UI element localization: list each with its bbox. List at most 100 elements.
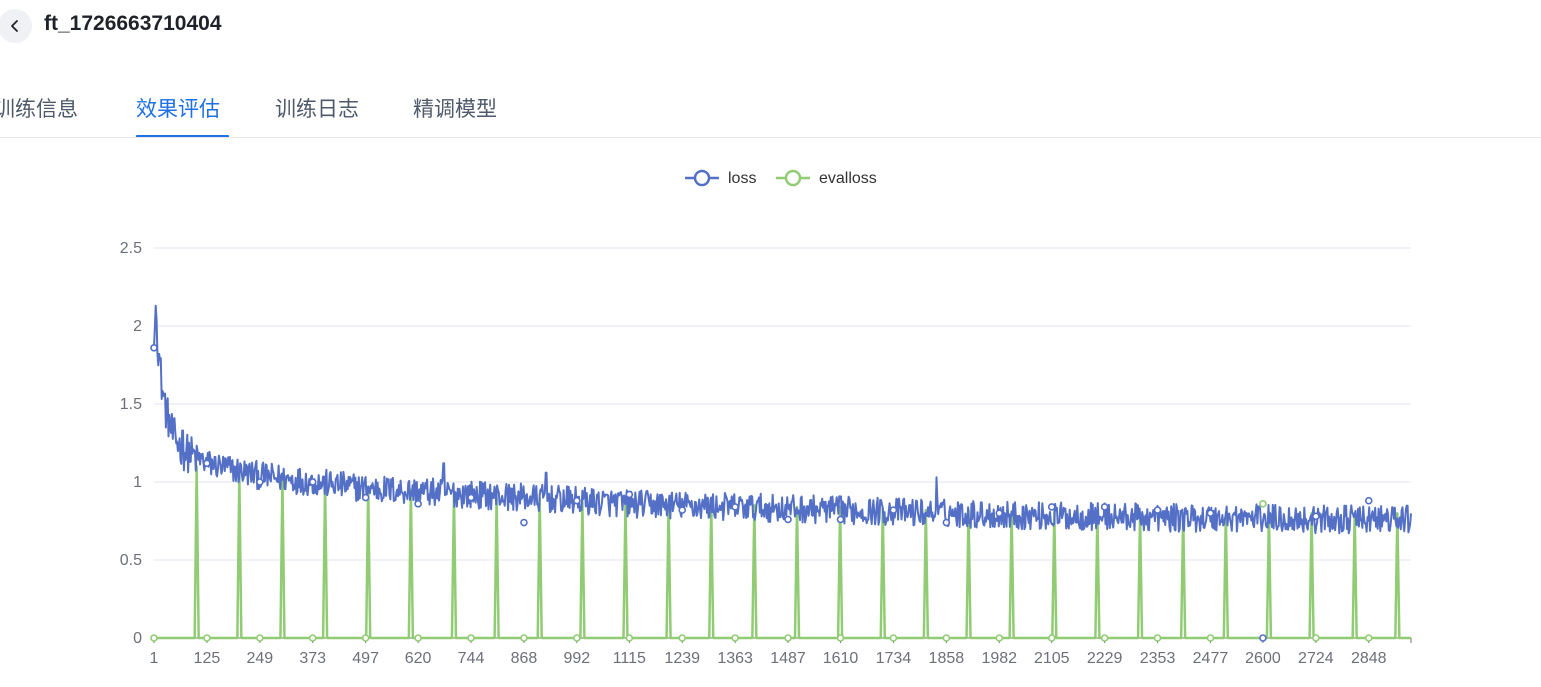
loss-point (678, 506, 687, 514)
y-tick-label: 1.5 (120, 396, 142, 413)
tab-bar: 训练信息 效果评估 训练日志 精调模型 (0, 80, 1541, 138)
legend-label-loss: loss (728, 170, 756, 187)
evalloss-point (308, 634, 317, 642)
evalloss-point (625, 634, 634, 642)
tab-tuned-model[interactable]: 精调模型 (413, 97, 497, 121)
loss-point (256, 478, 264, 486)
evalloss-point (1364, 634, 1373, 642)
evalloss-point (520, 634, 528, 642)
loss-point (1100, 503, 1109, 511)
loss-point (731, 503, 739, 511)
x-tick-label: 2477 (1193, 650, 1229, 667)
evalloss-point (889, 634, 898, 642)
y-tick-label: 0.5 (120, 552, 142, 569)
x-tick-label: 1239 (664, 650, 700, 667)
evalloss-point (361, 634, 370, 642)
legend-label-evalloss: evalloss (819, 170, 877, 187)
evalloss-point (784, 634, 792, 642)
loss-point (1206, 509, 1215, 518)
loss-chart: loss evalloss 0 0.5 1 1.5 2 2.5 1 125 249 373 497… (120, 169, 1412, 667)
loss-line (153, 304, 1412, 535)
x-tick-label: 868 (511, 650, 538, 667)
x-tick-label: 992 (563, 650, 590, 667)
loss-point (308, 478, 317, 486)
loss-point (942, 518, 951, 527)
evalloss-point (1206, 634, 1215, 642)
loss-point (1259, 634, 1267, 642)
x-tick-label: 1487 (770, 650, 806, 667)
loss-point (1153, 506, 1162, 514)
loss-point (1312, 512, 1320, 521)
x-tick-label: 1 (150, 650, 159, 667)
evalloss-point (467, 634, 475, 642)
evalloss-point (942, 634, 951, 642)
evalloss-point (1259, 500, 1267, 508)
x-tick-label: 1363 (717, 650, 753, 667)
tab-training-log[interactable]: 训练日志 (275, 97, 359, 121)
loss-point (520, 518, 528, 527)
loss-point (414, 500, 422, 508)
loss-point (784, 515, 792, 524)
page-header: ft_1726663710404 (0, 0, 1541, 60)
page-title: ft_1726663710404 (44, 12, 222, 35)
evalloss-point (573, 634, 581, 642)
loss-point (625, 490, 634, 499)
x-tick-label: 2724 (1298, 650, 1334, 667)
y-tick-label: 1 (133, 474, 142, 491)
loss-point (467, 493, 475, 502)
evalloss-point (678, 634, 687, 642)
x-tick-label: 1982 (981, 650, 1017, 667)
series-markers (150, 344, 1373, 642)
evalloss-point (1047, 634, 1056, 642)
loss-point (1047, 503, 1056, 511)
x-tick-label: 2105 (1034, 650, 1070, 667)
y-tick-label: 0 (133, 630, 142, 647)
y-tick-label: 2 (133, 318, 142, 335)
evalloss-point (1100, 634, 1109, 642)
evalloss-point (731, 634, 739, 642)
series-evalloss (154, 465, 1411, 640)
legend-item-loss[interactable]: loss (685, 169, 756, 187)
x-tick-label: 1858 (929, 650, 965, 667)
back-button[interactable] (0, 9, 32, 43)
x-tick-label: 620 (405, 650, 432, 667)
x-tick-label: 2600 (1245, 650, 1281, 667)
evalloss-line (154, 465, 1411, 640)
evalloss-point (995, 634, 1004, 642)
loss-point (150, 344, 158, 352)
tab-divider (0, 137, 1541, 138)
y-tick-label: 2.5 (120, 240, 142, 257)
x-tick-label: 373 (299, 650, 326, 667)
x-tick-label: 1610 (823, 650, 859, 667)
series-loss (153, 304, 1412, 535)
active-tab-indicator (136, 135, 229, 138)
loss-point (995, 509, 1004, 518)
evalloss-point (150, 634, 158, 642)
chart-legend: loss evalloss (685, 169, 877, 187)
chevron-left-icon (11, 20, 18, 32)
tab-training-info[interactable]: 训练信息 (0, 97, 78, 121)
loss-point (203, 459, 211, 468)
x-tick-label: 1115 (613, 650, 646, 667)
loss-point (889, 506, 898, 514)
x-tick-label: 249 (246, 650, 273, 667)
x-tick-label: 125 (194, 650, 221, 667)
loss-point (573, 496, 581, 505)
x-tick-label: 744 (458, 650, 485, 667)
evalloss-point (203, 634, 211, 642)
loss-point (1364, 496, 1373, 505)
tab-evaluation[interactable]: 效果评估 (136, 97, 220, 121)
evalloss-point (256, 634, 264, 642)
evalloss-point (836, 634, 845, 642)
x-tick-label: 2353 (1140, 650, 1176, 667)
x-tick-label: 1734 (876, 650, 912, 667)
evalloss-point (1312, 634, 1320, 642)
evalloss-point (414, 634, 422, 642)
evalloss-point (1153, 634, 1162, 642)
legend-item-evalloss[interactable]: evalloss (776, 169, 877, 187)
x-axis: 1 125 249 373 497 620 744 868 992 1115 1239 1363 148… (150, 637, 1412, 667)
loss-point (836, 515, 845, 524)
loss-point (361, 493, 370, 502)
x-tick-label: 2848 (1351, 650, 1387, 667)
y-axis: 0 0.5 1 1.5 2 2.5 (120, 240, 142, 647)
